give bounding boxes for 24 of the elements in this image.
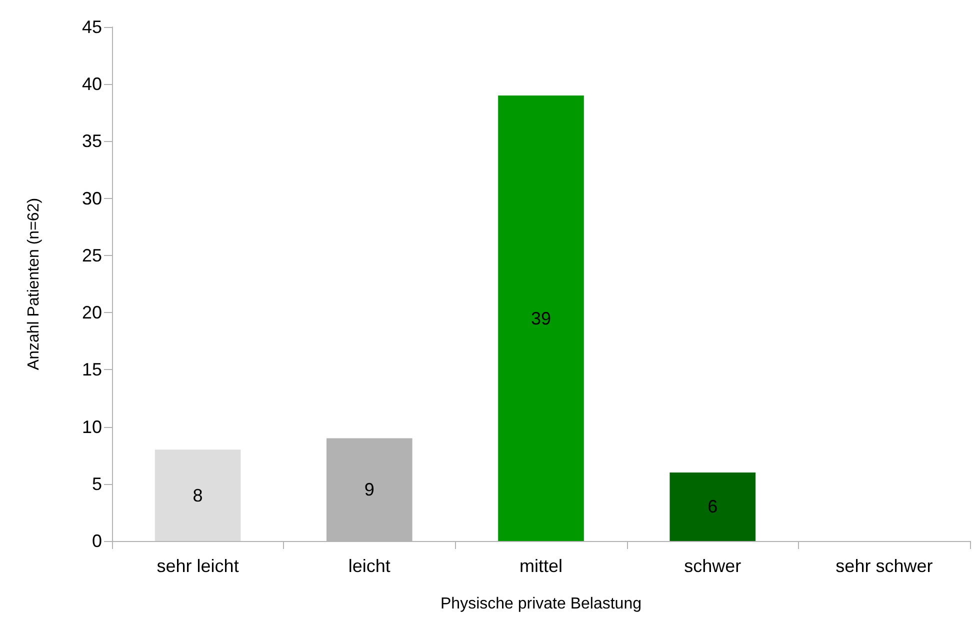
bar <box>154 450 241 541</box>
y-tick-label: 10 <box>82 416 102 437</box>
data-label: 6 <box>708 496 718 517</box>
bar <box>498 96 584 541</box>
x-tick-label: mittel <box>519 556 563 576</box>
data-label: 8 <box>192 485 203 506</box>
y-tick-label: 5 <box>92 474 102 494</box>
bar <box>670 472 756 541</box>
y-tick-label: 35 <box>82 131 102 152</box>
x-tick-label: schwer <box>684 556 742 576</box>
x-axis-title: Physische private Belastung <box>440 596 642 612</box>
y-tick-label: 30 <box>82 188 102 208</box>
y-tick-label: 20 <box>82 302 102 323</box>
y-tick-label: 0 <box>92 531 102 551</box>
x-tick-label: sehr schwer <box>836 556 933 576</box>
y-tick-label: 25 <box>82 245 102 266</box>
y-tick-label: 15 <box>82 360 102 380</box>
x-tick-label: sehr leicht <box>156 556 239 576</box>
data-label: 9 <box>364 480 374 500</box>
data-label: 39 <box>530 308 552 328</box>
y-tick-label: 45 <box>82 17 102 37</box>
y-tick-label: 40 <box>82 74 102 94</box>
y-axis-title: Anzahl Patienten (n=62) <box>26 198 42 370</box>
x-tick-label: leicht <box>348 556 390 576</box>
